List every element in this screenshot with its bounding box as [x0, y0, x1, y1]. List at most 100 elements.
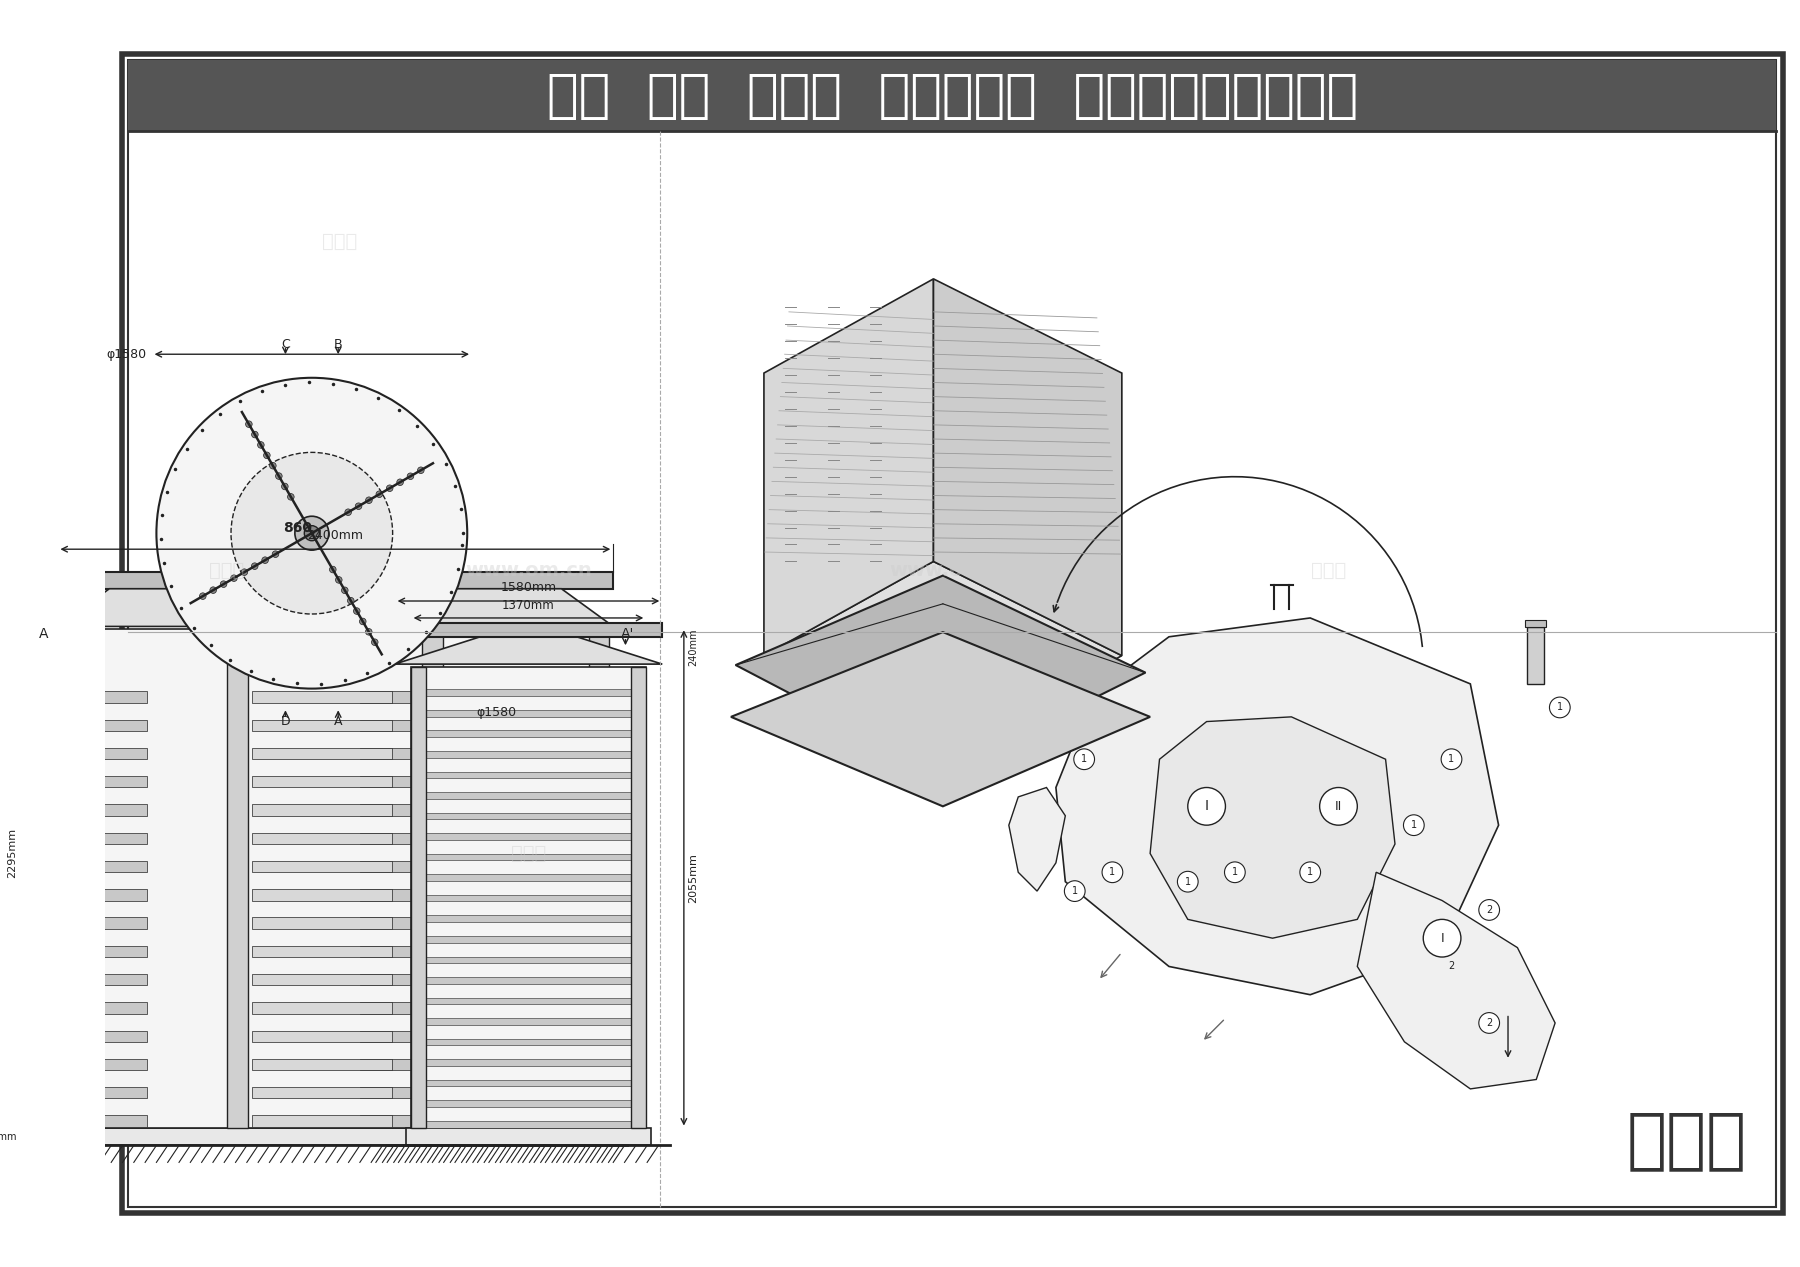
Circle shape — [1404, 815, 1424, 835]
Bar — [85, 1087, 148, 1098]
Circle shape — [365, 497, 373, 503]
Text: www.om.cn: www.om.cn — [464, 561, 592, 580]
Circle shape — [1480, 1012, 1499, 1034]
Bar — [85, 917, 148, 929]
Circle shape — [353, 608, 360, 614]
Bar — [414, 1100, 643, 1107]
Bar — [360, 889, 594, 901]
Bar — [414, 751, 643, 758]
Circle shape — [211, 587, 216, 593]
Bar — [421, 630, 443, 1129]
Polygon shape — [1357, 872, 1555, 1088]
Bar — [85, 889, 148, 901]
Circle shape — [272, 551, 279, 557]
Bar — [414, 1121, 643, 1128]
Circle shape — [261, 557, 268, 564]
Text: 1370mm: 1370mm — [502, 599, 554, 612]
Text: 欧模网: 欧模网 — [1312, 561, 1346, 580]
Polygon shape — [394, 627, 662, 664]
Bar — [85, 805, 148, 816]
Bar — [227, 630, 248, 1129]
Bar — [252, 1002, 392, 1014]
Circle shape — [288, 494, 293, 500]
Text: 1: 1 — [1109, 868, 1116, 877]
Circle shape — [1550, 697, 1570, 718]
Text: 闸机  闸门  棍闸门  火车站闸门  人行通道出入口摆闸: 闸机 闸门 棍闸门 火车站闸门 人行通道出入口摆闸 — [547, 70, 1357, 122]
Circle shape — [1177, 872, 1199, 892]
Text: φ1580: φ1580 — [106, 347, 148, 361]
Circle shape — [270, 462, 275, 469]
Bar — [85, 748, 148, 759]
Bar — [252, 777, 392, 788]
Bar — [414, 997, 643, 1005]
Text: 2055mm: 2055mm — [689, 853, 698, 903]
Bar — [360, 720, 594, 731]
Bar — [414, 977, 643, 983]
Bar — [85, 1059, 148, 1071]
Text: www.om.cn: www.om.cn — [889, 561, 1015, 580]
Circle shape — [241, 569, 248, 575]
Text: 1: 1 — [1231, 868, 1238, 877]
Text: 1: 1 — [1082, 754, 1087, 764]
Text: 860: 860 — [283, 522, 311, 536]
Circle shape — [346, 509, 351, 516]
Bar — [414, 710, 643, 717]
Bar — [61, 630, 83, 1129]
Bar — [414, 689, 643, 696]
Bar — [252, 748, 392, 759]
Circle shape — [407, 473, 414, 479]
Polygon shape — [736, 575, 1145, 773]
Circle shape — [252, 431, 257, 438]
Bar — [632, 666, 646, 1129]
Bar — [360, 1030, 594, 1041]
Circle shape — [257, 442, 265, 449]
Text: 欧模网: 欧模网 — [511, 844, 545, 863]
Text: 2: 2 — [1449, 962, 1454, 972]
Bar — [85, 1002, 148, 1014]
Bar — [414, 812, 643, 820]
Bar — [414, 792, 643, 798]
Circle shape — [304, 526, 319, 541]
Circle shape — [387, 485, 392, 492]
Polygon shape — [1057, 618, 1499, 995]
Text: A: A — [38, 627, 49, 641]
Bar — [414, 1079, 643, 1086]
Bar — [360, 917, 594, 929]
Circle shape — [220, 580, 227, 588]
Circle shape — [376, 490, 383, 498]
Circle shape — [281, 483, 288, 490]
Circle shape — [342, 587, 347, 594]
Bar — [85, 1115, 148, 1126]
Text: D: D — [281, 715, 290, 729]
Circle shape — [1442, 957, 1462, 977]
Bar — [360, 945, 594, 957]
Bar — [252, 832, 392, 844]
Bar — [407, 1129, 652, 1145]
Text: 2400mm: 2400mm — [308, 528, 364, 542]
Text: 2: 2 — [1487, 905, 1492, 915]
Bar — [252, 974, 392, 986]
Circle shape — [252, 563, 257, 569]
Text: 1: 1 — [1184, 877, 1192, 887]
Circle shape — [360, 618, 365, 625]
Bar — [85, 945, 148, 957]
Text: 欧模网: 欧模网 — [322, 232, 358, 251]
Circle shape — [1102, 862, 1123, 883]
Text: 1: 1 — [1307, 868, 1314, 877]
Circle shape — [1319, 788, 1357, 825]
Circle shape — [347, 597, 355, 604]
Text: B: B — [333, 338, 342, 351]
Bar — [360, 748, 594, 759]
Polygon shape — [763, 279, 934, 655]
Circle shape — [355, 503, 362, 509]
Text: A: A — [335, 715, 342, 729]
Bar — [360, 1115, 594, 1126]
Bar — [85, 832, 148, 844]
Bar — [360, 832, 594, 844]
Bar — [252, 862, 392, 872]
Bar — [85, 720, 148, 731]
Bar — [414, 1039, 643, 1045]
Bar — [414, 874, 643, 881]
Bar — [58, 571, 614, 589]
Circle shape — [365, 628, 373, 635]
